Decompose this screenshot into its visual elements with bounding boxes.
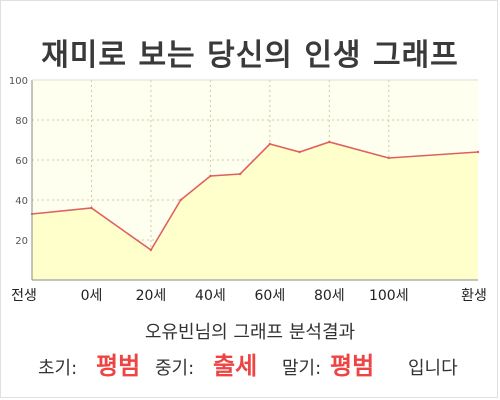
data-point bbox=[90, 206, 93, 210]
ending-text: 입니다 bbox=[408, 358, 458, 379]
data-point bbox=[238, 172, 242, 176]
x-tick-label: 환생 bbox=[461, 288, 487, 304]
life-chart: 20 40 60 80 100 전생 0세 20세 40세 60세 80세 100세 환생 bbox=[9, 76, 487, 304]
data-point bbox=[476, 150, 480, 154]
y-tick-label: 40 bbox=[15, 196, 28, 207]
mid-label: 중기: bbox=[155, 358, 195, 379]
x-tick-label: 0세 bbox=[81, 288, 103, 304]
data-point bbox=[298, 150, 301, 154]
early-label: 초기: bbox=[38, 358, 78, 379]
data-point bbox=[209, 174, 212, 178]
result-line: 초기: 평범 중기: 출세 말기: 평범 입니다 bbox=[0, 346, 500, 380]
x-tick-label: 60세 bbox=[255, 288, 286, 304]
y-tick-label: 80 bbox=[15, 116, 28, 127]
data-point bbox=[387, 156, 390, 160]
data-point bbox=[179, 198, 182, 202]
late-value: 평범 bbox=[330, 352, 375, 380]
data-point bbox=[268, 142, 272, 146]
data-point bbox=[328, 140, 331, 144]
x-tick-label: 80세 bbox=[314, 288, 345, 304]
result-heading: 오유빈님의 그래프 분석결과 bbox=[144, 322, 356, 343]
x-tick-label: 전생 bbox=[11, 288, 37, 304]
x-tick-label: 100세 bbox=[369, 288, 409, 304]
x-tick-label: 20세 bbox=[136, 288, 167, 304]
data-point bbox=[149, 248, 153, 252]
y-tick-label: 20 bbox=[15, 236, 28, 247]
late-label: 말기: bbox=[282, 358, 322, 379]
page-title: 재미로 보는 당신의 인생 그래프 bbox=[41, 38, 459, 73]
early-value: 평범 bbox=[96, 352, 141, 380]
mid-value: 출세 bbox=[213, 352, 258, 380]
y-tick-label: 100 bbox=[9, 76, 28, 87]
y-tick-label: 60 bbox=[15, 156, 28, 167]
x-tick-label: 40세 bbox=[195, 288, 226, 304]
